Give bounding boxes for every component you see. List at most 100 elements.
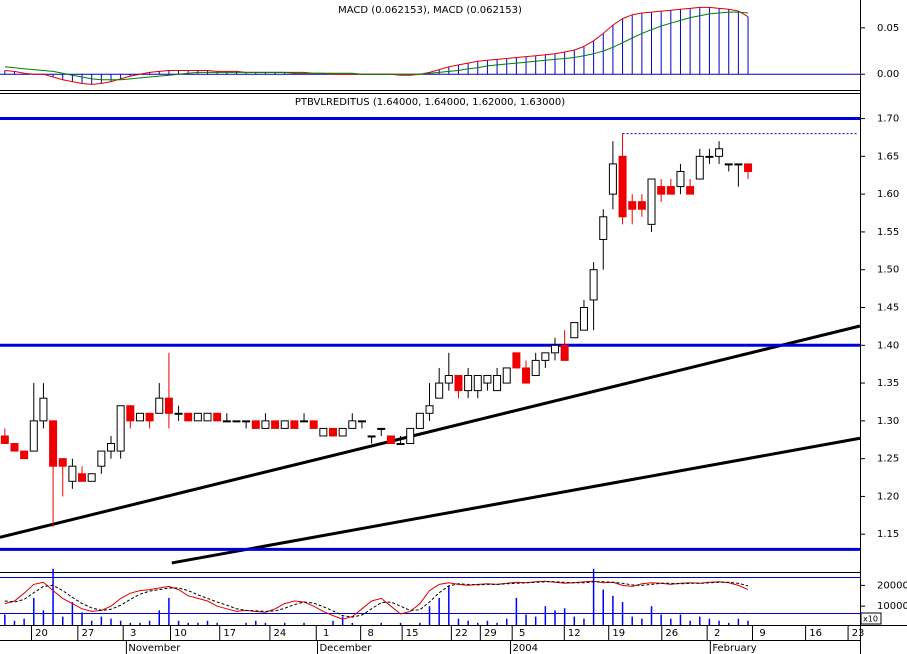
candle-body [319,427,328,437]
x-tick-label: 16 [809,628,822,639]
candle-body [251,420,260,429]
x-tick-label: 9 [759,628,765,639]
candle-body [29,420,38,452]
candle-body [570,322,579,339]
y-tick-label: 1.15 [877,529,899,540]
y-tick-label: 1.40 [877,340,899,351]
candle-body [705,155,714,158]
candle-body [550,344,559,354]
candle-body [261,420,270,429]
candle-body [348,420,357,429]
candle-body [328,427,337,437]
x-tick-label: 27 [81,628,94,639]
candle-body [135,412,144,422]
candle-body [531,359,540,377]
x-tick-label: 23 [852,628,865,639]
x-tick-label: 1 [323,628,329,639]
candle-body [396,443,405,446]
x-group-label: November [128,643,181,654]
candle-body [502,367,511,384]
candle-body [560,344,569,361]
unit-box [860,612,882,625]
candle-body [579,306,588,331]
candle-body [628,201,637,210]
candle-body [493,375,502,392]
candle-body [49,420,58,467]
candle-body [512,352,521,369]
candle-body [68,465,77,482]
trend-line [171,436,861,565]
candle-body [657,186,666,195]
candle-body [676,170,685,188]
y-tick-label: 1.25 [877,454,899,465]
y-tick-label: 1.70 [877,114,899,125]
candle-body [155,397,164,414]
candle-body [145,412,154,422]
candle-body [126,405,135,422]
x-tick-label: 15 [406,628,419,639]
candle-body [444,375,453,384]
candle-body [174,412,183,415]
candle-body [715,148,724,157]
candle-body [213,412,222,422]
candle-body [78,473,87,482]
y-tick-label: 1.45 [877,302,899,313]
candle-body [280,420,289,429]
x-tick-label: 19 [612,628,625,639]
candle-body [589,269,598,301]
y-tick-label: 1.60 [877,189,899,200]
y-tick-label: 1.20 [877,491,899,502]
candle-body [116,405,125,452]
stochastic-line [4,580,749,620]
x-group-label: February [712,643,756,654]
candle-body [599,216,608,240]
candle-body [10,443,19,452]
candle-body [106,443,115,452]
candle-body [184,412,193,422]
y-tick-label: 20000 [877,580,907,591]
x-tick-label: 5 [519,628,525,639]
y-tick-label: 0.05 [877,23,899,34]
candle-body [58,458,67,467]
x-tick-label: 24 [274,628,287,639]
candle-body [377,427,386,430]
y-tick-label: 1.30 [877,416,899,427]
candle-body [164,397,173,414]
candle-body [608,163,617,195]
x-tick-label: 26 [665,628,678,639]
y-tick-label: 0.00 [877,69,899,80]
candle-body [541,352,550,361]
x-tick-label: 20 [35,628,48,639]
candle-body [744,163,753,172]
candle-body [618,155,627,218]
candle-body [406,427,415,445]
candle-body [637,201,646,210]
candle-body [357,420,366,423]
candle-body [87,473,96,482]
x-tick-label: 22 [455,628,468,639]
y-tick-label: 1.35 [877,378,899,389]
candle-body [473,375,482,392]
candle-body [734,163,743,166]
candle-body [338,427,347,437]
x-tick-label: 8 [367,628,373,639]
candle-body [647,178,656,225]
candle-body [309,420,318,429]
candle-body [367,435,376,438]
candle-body [464,375,473,392]
candle-body [724,163,733,166]
x-tick-label: 3 [130,628,136,639]
candle-body [522,367,531,384]
y-tick-label: 1.65 [877,151,899,162]
x-tick-label: 10 [174,628,187,639]
trend-line [0,324,861,539]
y-unit: x10 [863,615,878,624]
candle-body [271,420,280,429]
candle-body [193,412,202,422]
candle-body [666,186,675,195]
candle-body [415,412,424,429]
candle-body [232,420,241,423]
candle-body [0,435,9,445]
y-tick-label: 10000 [877,601,907,612]
